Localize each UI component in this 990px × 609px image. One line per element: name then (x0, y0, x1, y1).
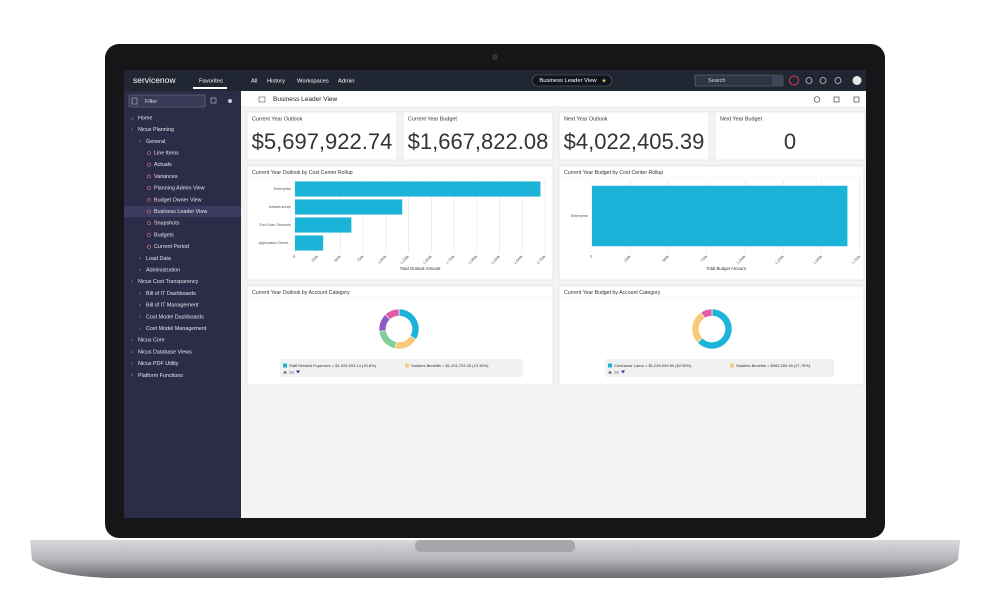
nav-item[interactable]: Nicus Cost Transparency (138, 279, 199, 285)
legend-box (605, 359, 834, 377)
kpi-value: 0 (784, 129, 796, 154)
workspace-title: Business Leader View (539, 78, 597, 84)
nav-item[interactable]: Business Leader View (154, 209, 207, 215)
brand: servicenow (133, 75, 176, 85)
kpi-title: Next Year Budget (720, 116, 762, 122)
legend-label[interactable]: Staff Related Expenses = $1,925,693.14 (… (289, 363, 377, 368)
kpi-value: $4,022,405.39 (564, 129, 705, 154)
search-dropdown[interactable] (772, 75, 783, 86)
nav-tab[interactable]: Favorites (199, 78, 223, 84)
filter-placeholder: Filter (145, 99, 157, 105)
legend-label[interactable]: Salaries Benefits = $1,101,704.33 (19.34… (411, 363, 489, 368)
y-tick-label: Enterprise (571, 214, 588, 218)
legend-label[interactable]: Salaries Benefits = $463,280.45 (27.78%) (736, 363, 811, 368)
y-tick-label: Enterprise (274, 187, 291, 191)
kpi-title: Next Year Outlook (564, 116, 608, 122)
nav-item[interactable]: Planning Admin View (154, 186, 205, 192)
nav-item[interactable]: Budget Owner View (154, 197, 202, 203)
chart-title: Current Year Outlook by Cost Center Roll… (252, 170, 353, 176)
star-icon[interactable]: ★ (601, 77, 606, 84)
nav-item[interactable]: Line Items (154, 151, 179, 157)
chart-title: Current Year Budget by Cost Center Rollu… (564, 170, 663, 176)
nav-tab[interactable]: History (267, 78, 285, 84)
legend-page: 1/2 (614, 370, 619, 374)
legend-swatch (608, 364, 612, 368)
bar (295, 199, 402, 214)
toolbar-title: Business Leader View (273, 96, 338, 103)
bar (592, 186, 847, 246)
nav-item[interactable]: Nicus PDF Utility (138, 361, 179, 367)
legend-page: 1/3 (289, 370, 294, 374)
nav-item[interactable]: Nicus Planning (138, 127, 174, 133)
nav-item[interactable]: Platform Functions (138, 373, 183, 379)
page: servicenow Business Leader View ★ Search… (0, 0, 990, 609)
nav-item[interactable]: Budgets (154, 232, 174, 238)
kpi-value: $5,697,922.74 (252, 129, 393, 154)
nav-item[interactable]: Cost Model Management (146, 326, 207, 332)
nav-item[interactable]: Bill of IT Dashboards (146, 291, 196, 297)
bar (295, 217, 351, 232)
active-tab-underline (193, 87, 227, 89)
laptop-screenshot: servicenow Business Leader View ★ Search… (0, 0, 990, 609)
legend-label[interactable]: Contractor Labor = $1,049,999.99 (62.96%… (614, 363, 692, 368)
nav-item[interactable]: Home (138, 115, 152, 121)
nav-item[interactable]: Bill of IT Management (146, 303, 199, 309)
kpi-title: Current Year Outlook (252, 116, 303, 122)
nav-tab[interactable]: All (251, 78, 257, 84)
nav-tab[interactable]: Admin (338, 78, 354, 84)
pin-icon[interactable] (228, 99, 232, 103)
base-notch (415, 540, 575, 552)
nav-item[interactable]: Administration (146, 268, 180, 274)
kpi-value: $1,667,822.08 (408, 129, 549, 154)
search-placeholder: Search (708, 78, 725, 84)
y-tick-label: End User Services (260, 223, 292, 227)
camera (492, 54, 498, 60)
nav-item[interactable]: Load Data (146, 256, 171, 262)
chart-title: Current Year Budget by Account Category (564, 290, 661, 296)
x-axis-title: Total Budget Amount (706, 266, 746, 271)
legend-swatch (405, 364, 409, 368)
avatar[interactable] (853, 76, 862, 85)
filter-box[interactable] (129, 95, 205, 107)
legend-swatch (283, 364, 287, 368)
nav-item[interactable]: Actuals (154, 162, 172, 168)
nav-item[interactable]: Variances (154, 174, 178, 180)
nav-item[interactable]: Snapshots (154, 221, 180, 227)
kpi-title: Current Year Budget (408, 116, 457, 122)
nav-item[interactable]: Nicus Core (138, 338, 165, 344)
chevron: ⌂ (131, 115, 134, 121)
nav-item[interactable]: General (146, 139, 165, 145)
bar (295, 235, 323, 250)
x-axis-title: Total Outlook Amount (400, 266, 442, 271)
nav-item[interactable]: Nicus Database Views (138, 349, 192, 355)
bar (295, 181, 540, 196)
nav-tab[interactable]: Workspaces (297, 78, 329, 84)
nav-item[interactable]: Cost Model Dashboards (146, 314, 204, 320)
nav-item[interactable]: Current Period (154, 244, 189, 250)
y-tick-label: Application Devel... (258, 241, 291, 245)
y-tick-label: Infrastructure (269, 205, 291, 209)
legend-box (280, 359, 523, 377)
chart-title: Current Year Outlook by Account Category (252, 290, 350, 296)
legend-swatch (730, 364, 734, 368)
